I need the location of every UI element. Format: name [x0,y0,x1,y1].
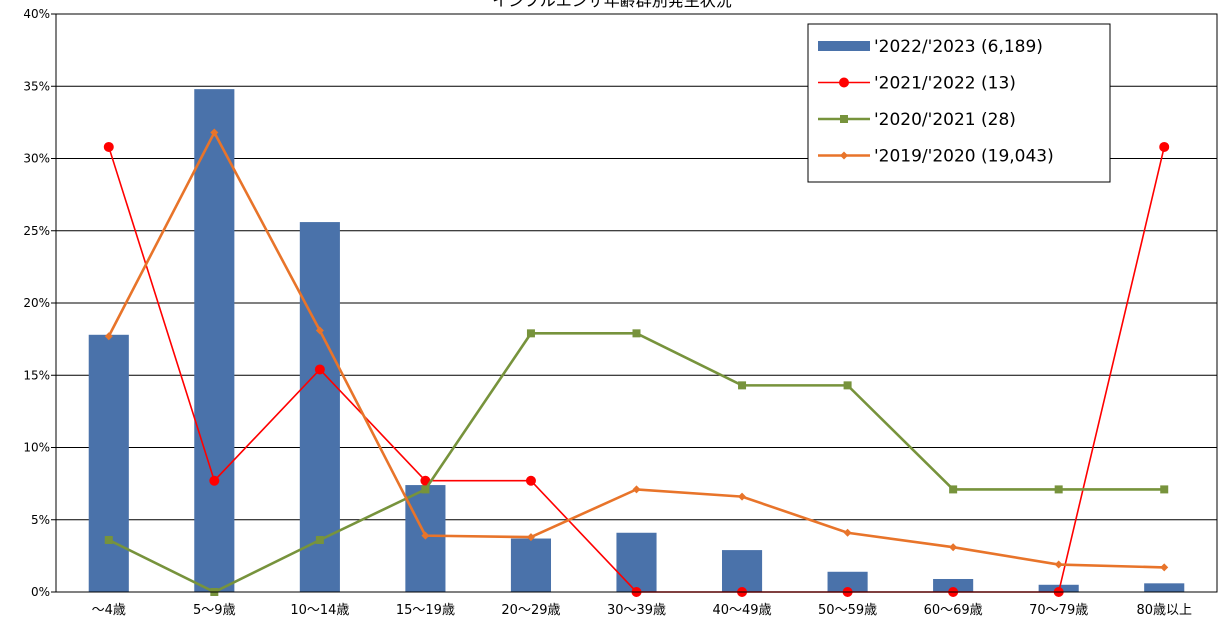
data-point [315,326,324,335]
y-axis: 0% 5% 10% 15% 20% 25% 30% 35% 40% [23,7,56,599]
data-point [315,535,324,544]
data-point [738,381,747,390]
data-point [1054,485,1063,494]
bar [88,334,129,592]
bar [299,222,340,592]
series-line [108,146,1166,593]
y-tick-label: 30% [23,152,50,166]
x-tick-label: 70～79歳 [1029,603,1088,618]
x-tick-label: 40～49歳 [712,603,771,618]
legend-label: '2020/'2021 (28) [874,110,1016,130]
chart-title: インフルエンザ年齢群別発生状況 [492,0,732,10]
data-point [1159,141,1170,152]
x-tick-label: 30～39歳 [607,603,666,618]
data-point [843,528,852,537]
data-point [421,531,430,540]
data-point [1160,485,1169,494]
bar-series [88,89,1185,592]
x-tick-label: 10～14歳 [290,603,349,618]
bar [721,550,763,592]
data-point [840,151,848,160]
line-series [103,128,1170,597]
data-point [209,475,220,486]
series-line [107,129,1165,569]
bar [933,578,974,592]
legend-label: '2021/'2022 (13) [874,74,1016,94]
y-tick-label: 15% [23,368,50,382]
y-tick-label: 20% [23,296,50,310]
y-tick-label: 5% [31,513,50,527]
data-point [210,128,219,137]
bar [616,532,657,592]
bar [194,89,235,592]
x-axis: ～4歳 5～9歳 10～14歳 15～19歳 20～29歳 30～39歳 40～49歳 50～… [92,603,1192,618]
data-point [104,332,113,341]
x-tick-label: 60～69歳 [924,603,983,618]
data-point [1160,563,1169,572]
legend-label: '2019/'2020 (19,043) [874,147,1054,167]
x-tick-label: 50～59歳 [818,603,877,618]
line-series-group [103,141,1170,597]
x-tick-label: 15～19歳 [396,603,455,618]
legend-swatch [818,41,870,51]
data-point [738,492,747,501]
data-point [949,543,958,552]
x-tick-label: 80歳以上 [1136,603,1192,618]
data-point [843,381,852,390]
x-tick-label: 20～29歳 [501,603,560,618]
y-tick-label: 0% [31,585,50,599]
data-point [103,141,114,152]
plot-frame [55,13,1218,593]
y-tick-label: 35% [23,79,50,93]
data-point [839,77,849,88]
line-series-group [104,128,1169,572]
data-point [420,475,431,486]
data-point [1054,560,1063,569]
data-point [525,475,536,486]
bar [827,571,868,592]
data-point [104,535,113,544]
data-point [632,485,641,494]
x-tick-label: ～4歳 [92,603,126,618]
gridlines [56,85,1217,521]
data-point [632,329,641,338]
y-tick-label: 40% [23,7,50,21]
y-tick-label: 25% [23,224,50,238]
bar [510,538,552,592]
data-point [421,485,430,494]
legend-label: '2022/'2023 (6,189) [874,37,1043,57]
legend: '2022/'2023 (6,189) '2021/'2022 (13) '2020… [807,23,1111,183]
y-tick-label: 10% [23,441,50,455]
data-point [949,485,958,494]
line-series-group [104,329,1169,596]
data-point [526,329,535,338]
data-point [314,364,325,375]
bar [1144,583,1185,592]
x-tick-label: 5～9歳 [193,603,236,618]
data-point [526,533,535,542]
data-point [840,115,848,123]
